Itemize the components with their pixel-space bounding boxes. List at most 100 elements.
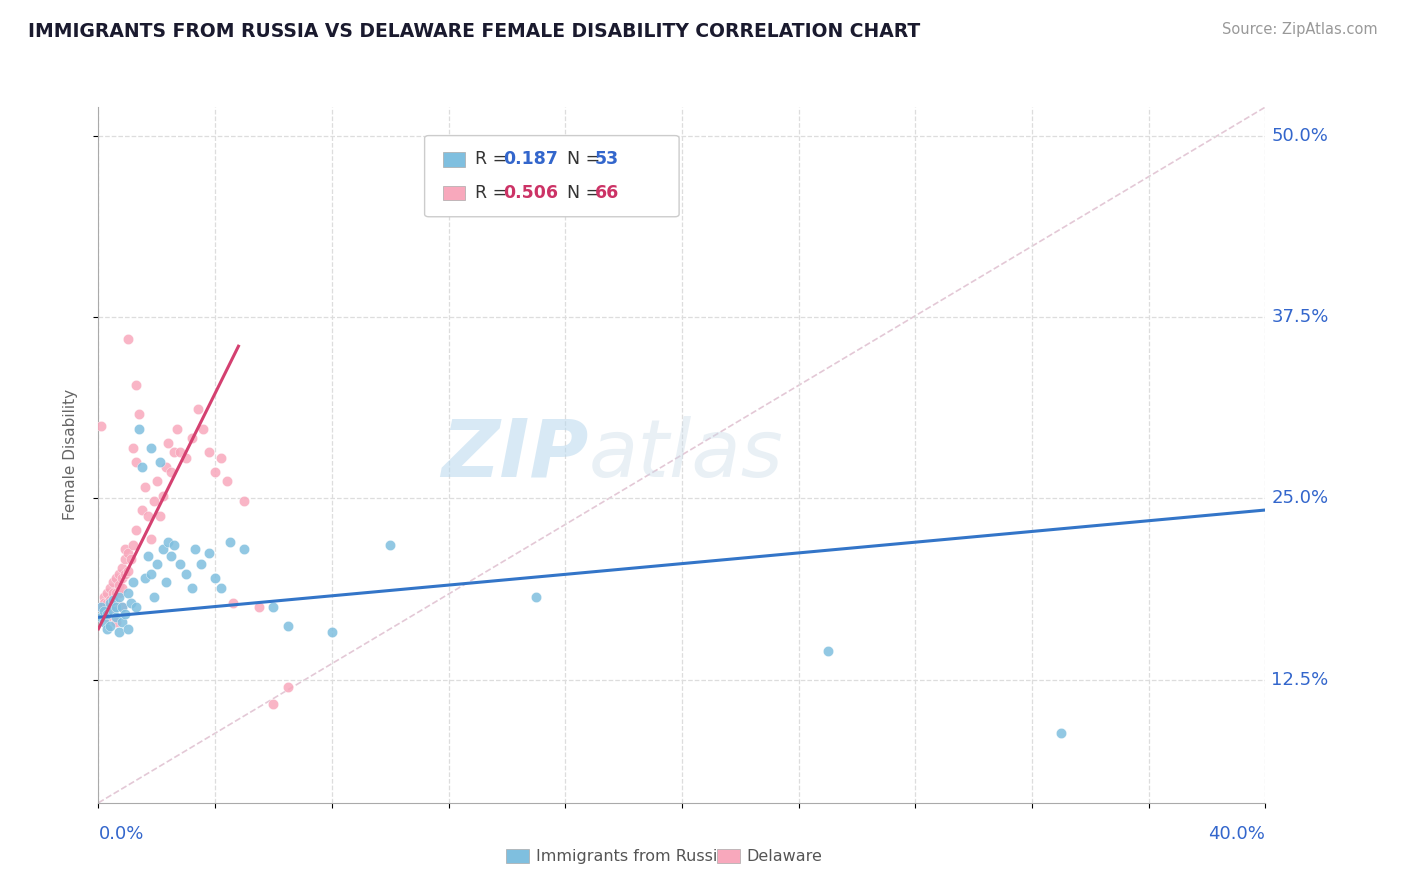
Point xyxy=(98,605,121,619)
Point xyxy=(139,532,162,546)
Point xyxy=(122,575,145,590)
Point xyxy=(142,494,165,508)
Point xyxy=(122,441,145,455)
Text: 25.0%: 25.0% xyxy=(1271,490,1329,508)
Text: atlas: atlas xyxy=(589,416,783,494)
Text: 66: 66 xyxy=(595,184,619,202)
Point xyxy=(111,600,134,615)
Point xyxy=(111,571,134,585)
Text: 37.5%: 37.5% xyxy=(1271,309,1329,326)
Point xyxy=(157,535,180,549)
Point xyxy=(262,600,284,615)
Point xyxy=(117,622,139,636)
Point xyxy=(198,445,221,459)
Point xyxy=(104,615,127,629)
Point xyxy=(111,561,134,575)
Text: 0.0%: 0.0% xyxy=(98,825,143,843)
Point xyxy=(155,575,177,590)
Point xyxy=(160,549,183,564)
Point xyxy=(146,474,169,488)
Point xyxy=(139,441,162,455)
Point xyxy=(98,592,121,607)
Point xyxy=(160,466,183,480)
Point xyxy=(104,585,127,599)
Point xyxy=(180,431,202,445)
Text: Delaware: Delaware xyxy=(747,849,823,863)
Point xyxy=(152,542,174,557)
Point xyxy=(221,596,243,610)
Point xyxy=(321,624,343,639)
Point xyxy=(128,407,150,422)
Point xyxy=(120,596,142,610)
Point xyxy=(101,575,124,590)
Point xyxy=(131,503,153,517)
Point xyxy=(93,615,115,629)
Point xyxy=(218,535,240,549)
Point xyxy=(111,615,134,629)
Point xyxy=(149,508,172,523)
Point xyxy=(93,590,115,604)
Point xyxy=(93,605,115,619)
Point xyxy=(114,552,136,566)
Point xyxy=(108,585,131,599)
Point xyxy=(378,538,402,552)
Point xyxy=(166,422,188,436)
Point xyxy=(114,607,136,622)
Text: 40.0%: 40.0% xyxy=(1209,825,1265,843)
Point xyxy=(209,582,232,596)
Point xyxy=(204,571,226,585)
Point xyxy=(204,466,226,480)
Point xyxy=(134,480,156,494)
Point xyxy=(817,643,839,657)
Point xyxy=(98,600,121,615)
Point xyxy=(96,610,118,624)
Point xyxy=(108,590,131,604)
Point xyxy=(139,566,162,581)
Point xyxy=(136,508,159,523)
Point xyxy=(90,610,112,624)
Point xyxy=(114,566,136,581)
Point xyxy=(108,624,131,639)
Point xyxy=(101,592,124,607)
Point xyxy=(117,332,139,346)
Point xyxy=(122,538,145,552)
Point xyxy=(183,542,205,557)
Point xyxy=(169,557,191,571)
Text: Source: ZipAtlas.com: Source: ZipAtlas.com xyxy=(1222,22,1378,37)
Point xyxy=(134,571,156,585)
Point xyxy=(247,600,270,615)
Point xyxy=(111,600,134,615)
Point xyxy=(163,445,186,459)
Point xyxy=(187,401,209,416)
Point xyxy=(117,546,139,561)
Point xyxy=(169,445,191,459)
Point xyxy=(104,596,127,610)
Text: N =: N = xyxy=(567,151,606,169)
Point xyxy=(524,590,547,604)
Point xyxy=(157,436,180,450)
Point xyxy=(1050,726,1073,740)
Point xyxy=(190,557,212,571)
Point xyxy=(117,564,139,578)
Point xyxy=(98,596,121,610)
Point xyxy=(193,422,215,436)
Point xyxy=(108,578,131,592)
Point xyxy=(233,542,256,557)
Point xyxy=(277,680,299,694)
Point xyxy=(125,523,148,537)
Point xyxy=(104,610,127,624)
Point xyxy=(128,422,150,436)
Y-axis label: Female Disability: Female Disability xyxy=(63,389,77,521)
Point xyxy=(108,566,131,581)
Text: IMMIGRANTS FROM RUSSIA VS DELAWARE FEMALE DISABILITY CORRELATION CHART: IMMIGRANTS FROM RUSSIA VS DELAWARE FEMAL… xyxy=(28,22,921,41)
Point xyxy=(96,596,118,610)
Point xyxy=(96,585,118,599)
Point xyxy=(98,619,121,633)
Point xyxy=(101,585,124,599)
Text: 50.0%: 50.0% xyxy=(1271,127,1329,145)
Point xyxy=(125,600,148,615)
Point xyxy=(104,600,127,615)
Point xyxy=(142,590,165,604)
Point xyxy=(101,596,124,610)
Point xyxy=(209,450,232,465)
